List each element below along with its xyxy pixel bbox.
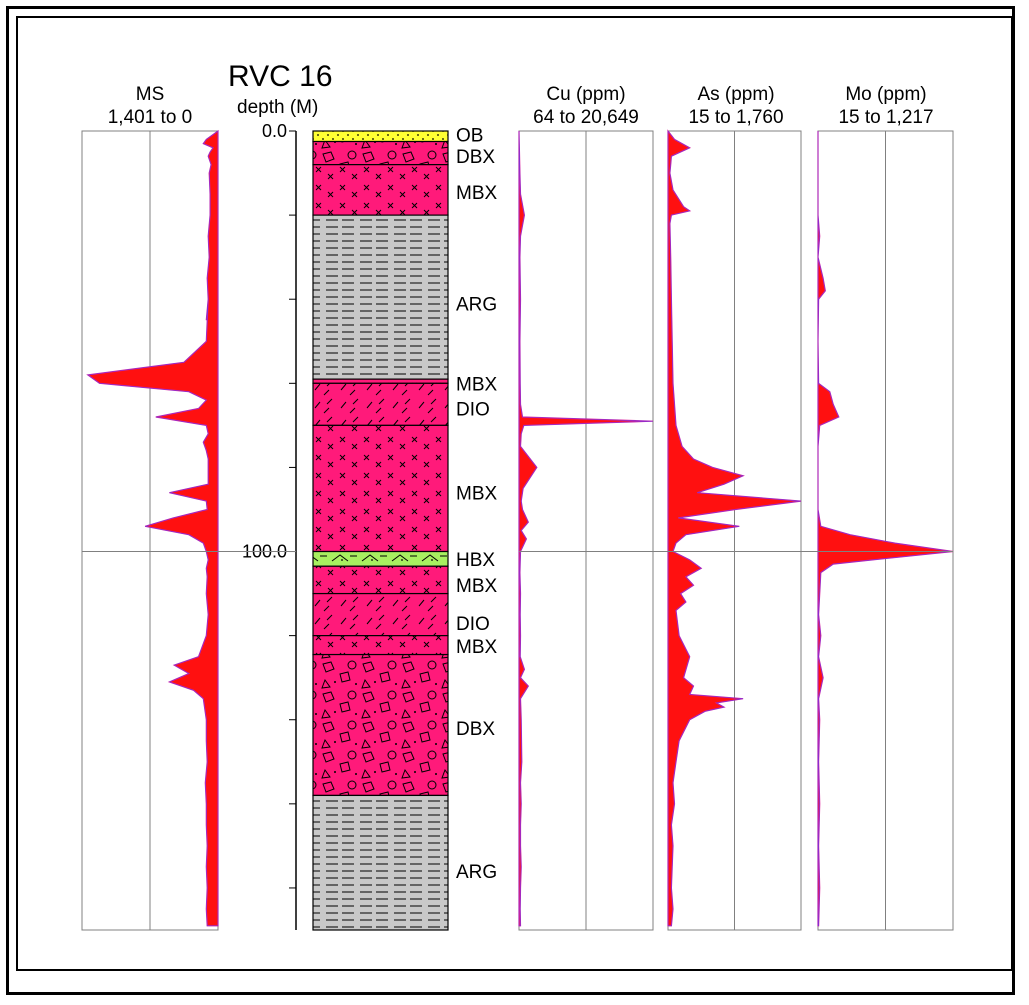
depth-tick-label: 0.0 xyxy=(262,121,287,141)
track-range: 64 to 20,649 xyxy=(533,107,639,128)
track-outline xyxy=(87,130,219,927)
lith-label: MBX xyxy=(456,637,498,658)
track-outline xyxy=(667,130,802,927)
lith-label: MBX xyxy=(456,576,498,597)
lith-label: MBX xyxy=(456,183,498,204)
lith-label: DIO xyxy=(456,614,490,635)
lith-unit-dio xyxy=(312,592,449,637)
track-name: Mo (ppm) xyxy=(845,84,926,105)
outer-frame xyxy=(6,6,1015,995)
lith-label: DBX xyxy=(456,719,495,740)
lith-unit-mbx xyxy=(312,164,449,216)
lith-unit-dbx xyxy=(312,653,449,797)
depth-axis-label: depth (M) xyxy=(237,97,318,118)
track-name: As (ppm) xyxy=(697,84,774,105)
lith-unit-mbx xyxy=(312,635,449,656)
lith-unit-mbx xyxy=(312,378,449,384)
lith-label: ARG xyxy=(456,862,497,883)
lith-unit-arg xyxy=(312,214,449,380)
lith-unit-mbx xyxy=(312,565,449,595)
lith-unit-hbx xyxy=(312,550,449,567)
lith-label: HBX xyxy=(456,550,495,571)
lith-unit-arg xyxy=(312,794,449,931)
lith-label: MBX xyxy=(456,374,498,395)
inner-frame xyxy=(16,16,1013,971)
track-name: MS xyxy=(136,84,165,105)
track-outline xyxy=(817,131,954,927)
track-cu: Cu (ppm)64 to 20,649 xyxy=(518,84,654,931)
lith-label: DBX xyxy=(456,147,495,168)
lith-label: DIO xyxy=(456,400,490,421)
lith-unit-dio xyxy=(312,382,449,426)
track-mo: Mo (ppm)15 to 1,217 xyxy=(817,84,954,931)
track-ms: MS1,401 to 0 xyxy=(81,84,219,931)
lith-label: ARG xyxy=(456,294,497,315)
track-range: 1,401 to 0 xyxy=(108,107,193,128)
lithology-strip xyxy=(312,130,449,931)
lith-unit-dbx xyxy=(312,140,449,166)
hole-title: RVC 16 xyxy=(228,60,333,93)
track-outline xyxy=(518,130,654,927)
track-name: Cu (ppm) xyxy=(546,84,625,105)
track-as: As (ppm)15 to 1,760 xyxy=(667,84,802,931)
track-range: 15 to 1,760 xyxy=(688,107,783,128)
lith-unit-mbx xyxy=(312,424,449,553)
lith-label: MBX xyxy=(456,484,498,505)
lith-unit-ob xyxy=(312,130,449,143)
track-range: 15 to 1,217 xyxy=(838,107,933,128)
lith-label: OB xyxy=(456,125,483,146)
